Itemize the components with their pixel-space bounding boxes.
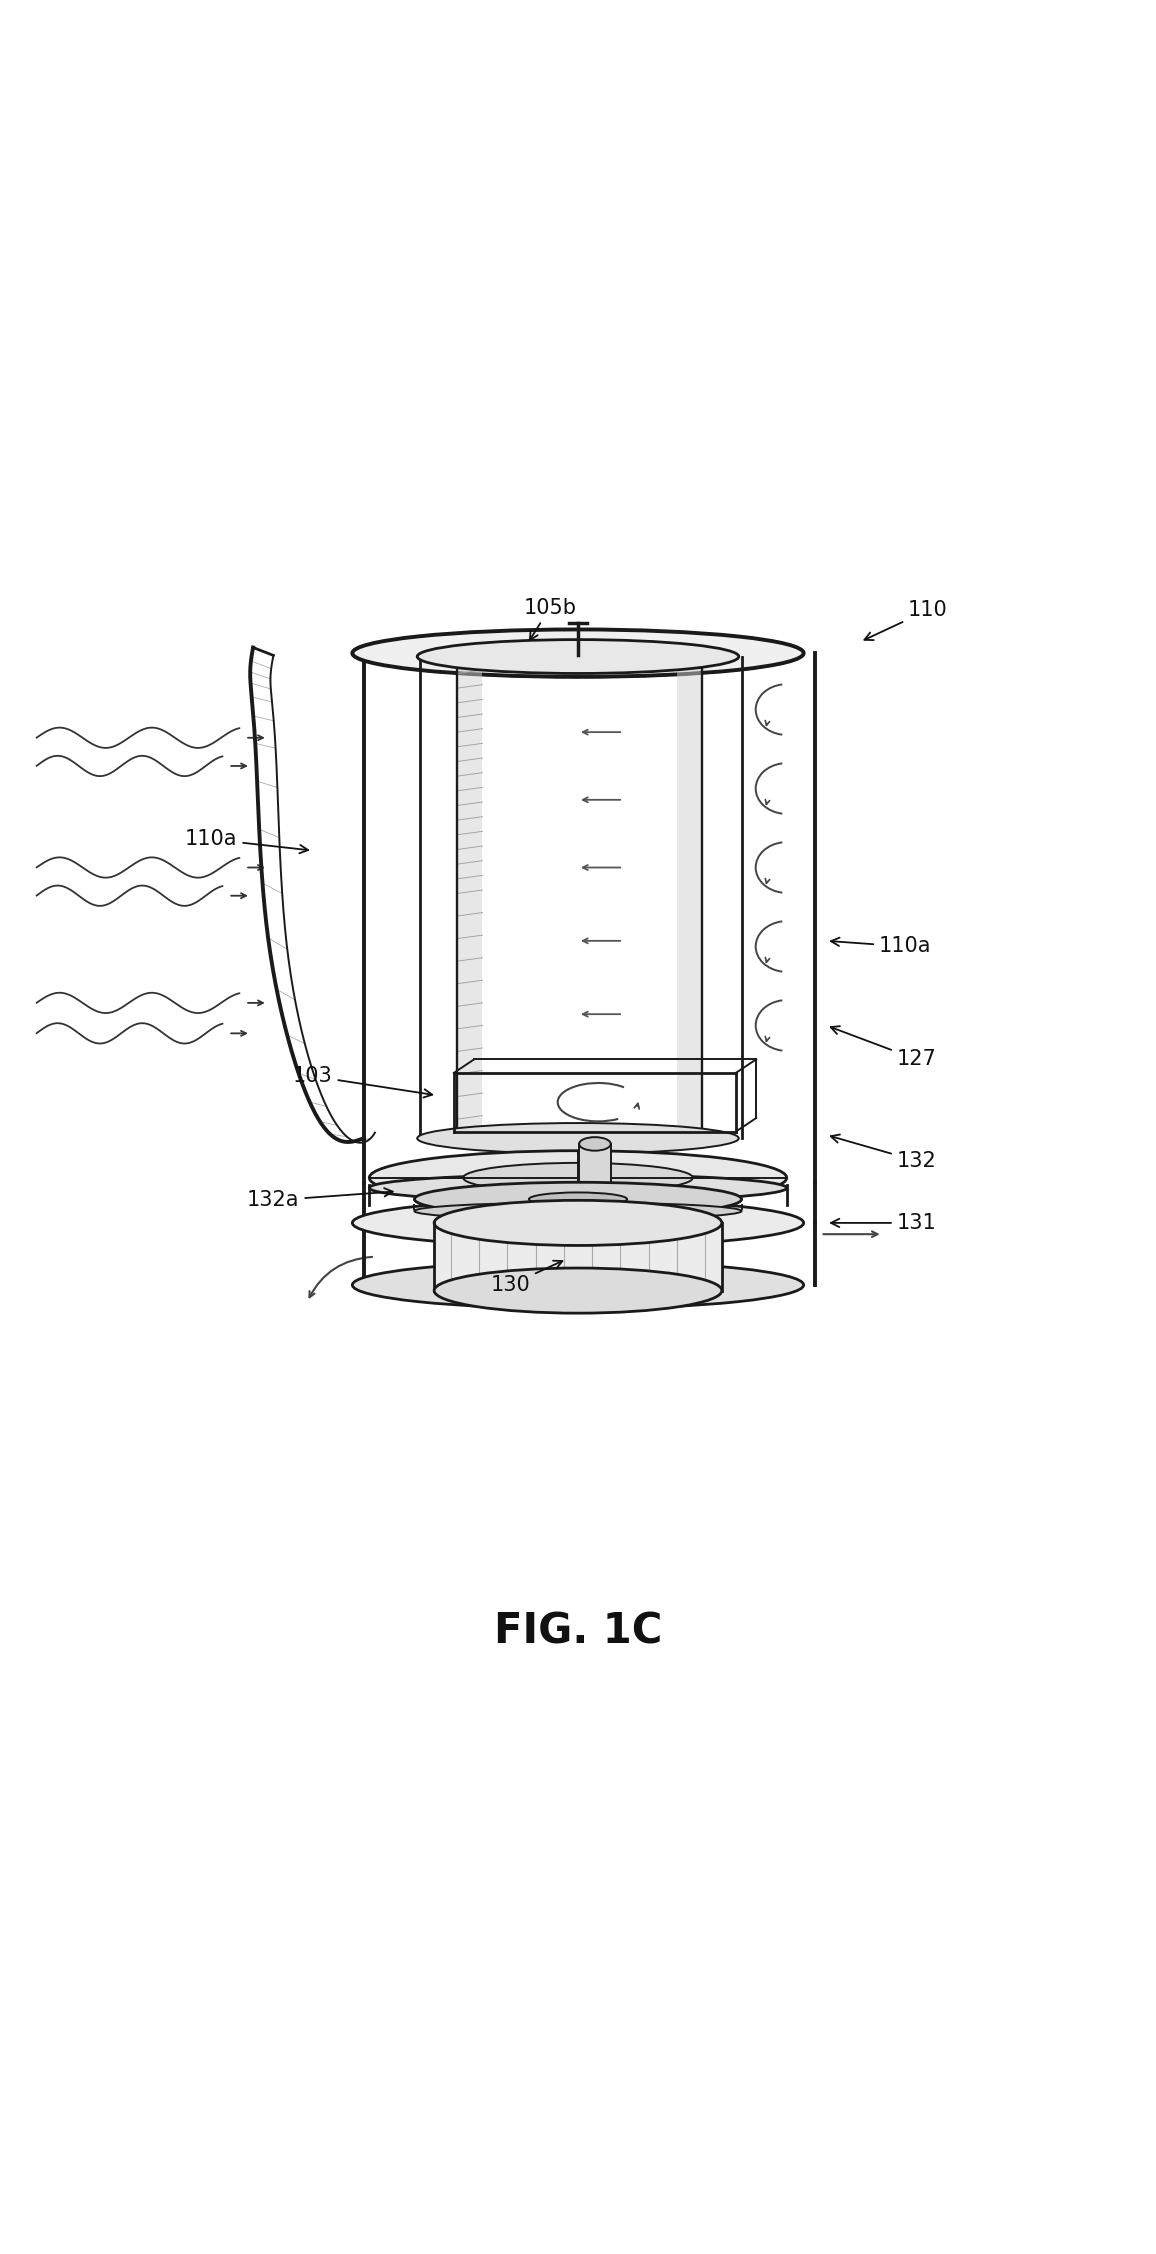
Ellipse shape [464, 1163, 692, 1192]
Text: 132: 132 [831, 1134, 936, 1170]
Text: FIG. 1C: FIG. 1C [494, 1609, 662, 1652]
Ellipse shape [417, 1122, 739, 1154]
Text: 131: 131 [831, 1213, 936, 1233]
Bar [458, 658, 482, 1136]
Ellipse shape [435, 1201, 721, 1246]
Bar [579, 1145, 610, 1201]
Ellipse shape [353, 629, 803, 676]
Bar [677, 658, 702, 1136]
Ellipse shape [414, 1204, 742, 1219]
Ellipse shape [529, 1192, 627, 1206]
Text: 110a: 110a [831, 935, 932, 956]
Text: 127: 127 [831, 1026, 936, 1068]
Text: 110a: 110a [185, 829, 309, 854]
Ellipse shape [417, 640, 739, 674]
Ellipse shape [369, 1174, 787, 1201]
Ellipse shape [369, 1152, 787, 1206]
Ellipse shape [353, 1199, 803, 1246]
Ellipse shape [414, 1183, 742, 1217]
Text: 110: 110 [865, 600, 948, 640]
Ellipse shape [353, 1262, 803, 1310]
Ellipse shape [579, 1138, 610, 1152]
Text: 130: 130 [490, 1260, 562, 1296]
Bar [435, 1224, 721, 1292]
Text: 105b: 105b [524, 597, 577, 640]
Text: 132a: 132a [247, 1188, 393, 1210]
Ellipse shape [435, 1269, 721, 1314]
Text: 103: 103 [292, 1066, 432, 1098]
